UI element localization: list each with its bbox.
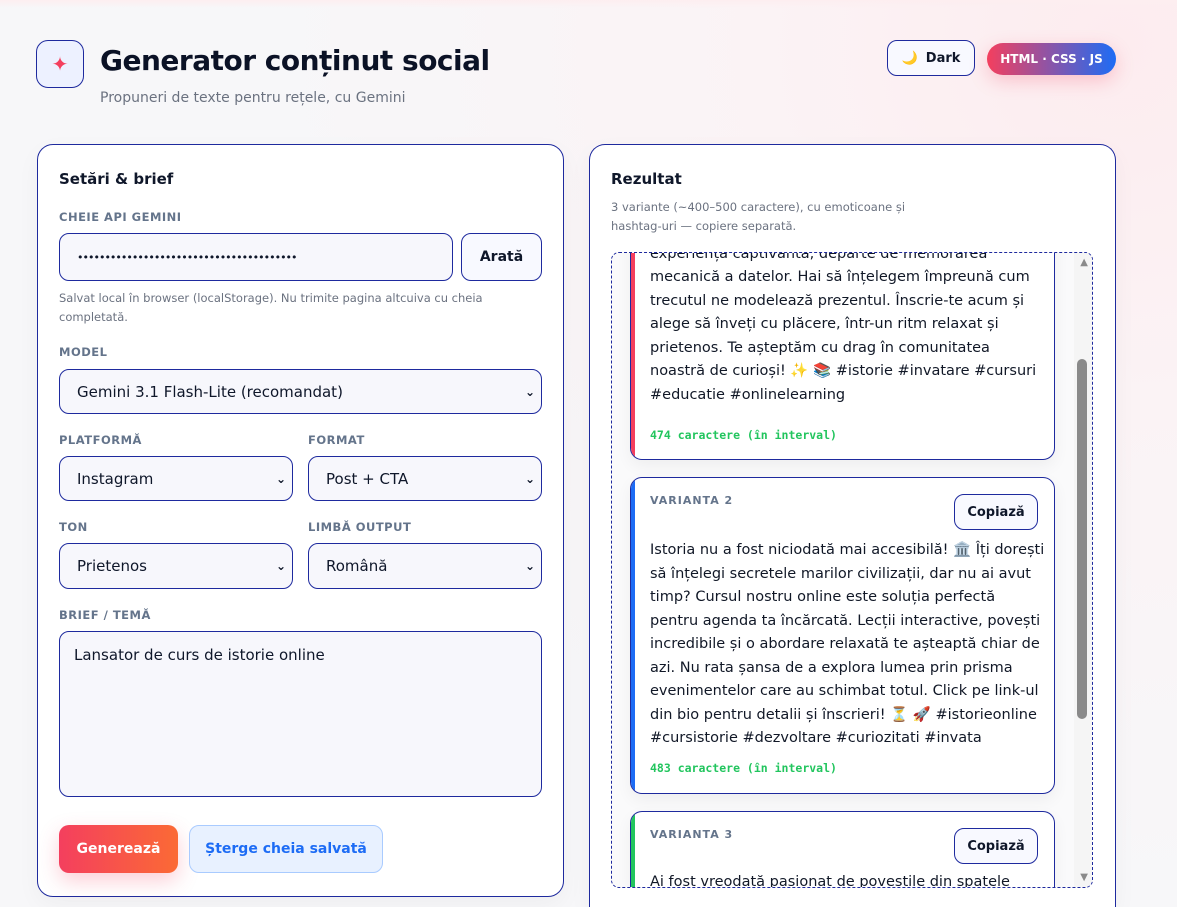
settings-title: Setări & brief	[59, 170, 174, 188]
variant-count: 474 caractere (în interval)	[650, 428, 837, 442]
scrollbar[interactable]: ▲ ▼	[1074, 253, 1092, 887]
copy-button[interactable]: Copiază	[954, 494, 1038, 530]
scroll-down-icon[interactable]: ▼	[1080, 872, 1088, 883]
brief-textarea[interactable]: Lansator de curs de istorie online	[59, 631, 542, 797]
dark-mode-button[interactable]: 🌙 Dark	[887, 40, 975, 76]
variant-card-2: VARIANTA 2 Copiază Istoria nu a fost nic…	[630, 477, 1055, 794]
variants-scroll-area[interactable]: experiență captivantă, departe de memora…	[611, 252, 1093, 888]
tone-label: TON	[59, 520, 88, 534]
chevron-down-icon: ⌄	[524, 471, 535, 486]
variant-text: experiență captivantă, departe de memora…	[650, 252, 1045, 407]
chevron-down-icon: ⌄	[275, 559, 286, 573]
tone-select[interactable]: Prietenos ⌄	[59, 543, 293, 589]
scrollbar-thumb[interactable]	[1077, 359, 1087, 719]
variant-text: Ai fost vreodată pasionat de poveștile d…	[650, 874, 1010, 887]
settings-panel: Setări & brief CHEIE API GEMINI ••••••••…	[37, 144, 564, 897]
generate-button[interactable]: Generează	[59, 825, 178, 873]
result-subtitle: 3 variante (~400–500 caractere), cu emot…	[611, 200, 906, 233]
variant-card-1: experiență captivantă, departe de memora…	[630, 252, 1055, 460]
variant-text: Istoria nu a fost niciodată mai accesibi…	[650, 542, 1045, 746]
language-value: Română	[326, 557, 388, 575]
brief-label: BRIEF / TEMĂ	[59, 608, 151, 622]
language-label: LIMBĂ OUTPUT	[308, 520, 412, 534]
variant-card-3: VARIANTA 3 Copiază Ai fost vreodată pasi…	[630, 811, 1055, 887]
variant-1-text: experiență captivantă, departe de memora…	[650, 252, 1037, 403]
model-label: MODEL	[59, 345, 108, 359]
sparkle-icon: ✦	[36, 40, 84, 88]
platform-label: PLATFORMĂ	[59, 433, 142, 447]
variant-label: VARIANTA 2	[650, 494, 734, 507]
format-label: FORMAT	[308, 433, 365, 447]
api-key-hint: Salvat local în browser (localStorage). …	[59, 291, 483, 324]
variant-count: 483 caractere (în interval)	[650, 761, 837, 775]
language-select[interactable]: Română ⌄	[308, 543, 542, 589]
variant-accent	[631, 478, 635, 793]
variant-label: VARIANTA 3	[650, 828, 734, 841]
clear-key-button[interactable]: Șterge cheia salvată	[189, 825, 383, 873]
tech-badge: HTML · CSS · JS	[987, 43, 1116, 75]
model-value: Gemini 3.1 Flash-Lite (recomandat)	[77, 382, 343, 401]
page-subtitle: Propuneri de texte pentru rețele, cu Gem…	[100, 90, 406, 106]
format-select[interactable]: Post + CTA ⌄	[308, 456, 542, 501]
variant-accent	[631, 812, 635, 887]
variant-accent	[631, 253, 635, 459]
chevron-down-icon: ⌄	[275, 471, 286, 486]
model-select[interactable]: Gemini 3.1 Flash-Lite (recomandat) ⌄	[59, 369, 542, 414]
platform-select[interactable]: Instagram ⌄	[59, 456, 293, 501]
result-title: Rezultat	[611, 170, 682, 188]
tone-value: Prietenos	[77, 557, 147, 575]
scroll-up-icon[interactable]: ▲	[1080, 257, 1088, 268]
dark-label: Dark	[925, 50, 961, 66]
moon-icon: 🌙	[901, 50, 918, 66]
copy-button[interactable]: Copiază	[954, 828, 1038, 864]
platform-value: Instagram	[77, 469, 154, 488]
chevron-down-icon: ⌄	[524, 384, 535, 399]
top-strip	[0, 0, 1177, 8]
show-key-button[interactable]: Arată	[461, 233, 542, 281]
api-key-input[interactable]: ••••••••••••••••••••••••••••••••••••••••	[59, 233, 453, 281]
format-value: Post + CTA	[326, 469, 409, 488]
page-title: Generator conținut social	[100, 44, 490, 77]
api-key-label: CHEIE API GEMINI	[59, 210, 182, 224]
chevron-down-icon: ⌄	[524, 559, 535, 573]
